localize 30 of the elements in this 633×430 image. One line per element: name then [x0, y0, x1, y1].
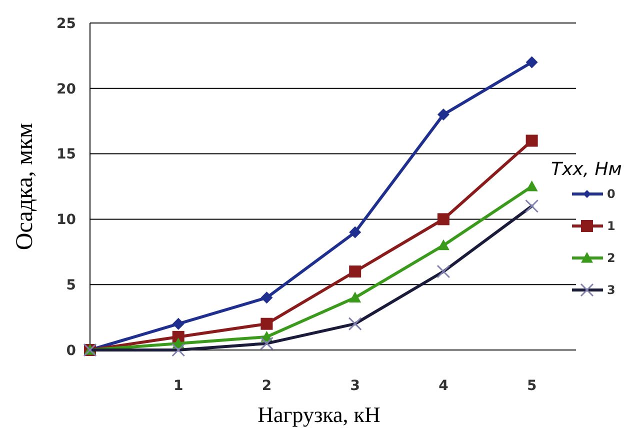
- y-tick-label: 5: [66, 278, 76, 294]
- point: [437, 239, 450, 250]
- x-axis-title: Нагрузка, кН: [258, 402, 380, 427]
- legend-label: 2: [607, 251, 616, 266]
- point: [260, 318, 273, 330]
- x-tick-label: 3: [350, 378, 360, 394]
- legend-title: Тхх, Нм: [551, 159, 622, 180]
- y-tick-label: 15: [56, 146, 76, 163]
- legend-label: 0: [607, 187, 616, 202]
- x-tick-label: 1: [173, 378, 184, 394]
- point: [526, 134, 538, 147]
- y-axis-title: Осадка, мкм: [12, 122, 38, 250]
- point: [349, 292, 362, 302]
- y-tick-label: 20: [56, 81, 76, 98]
- point: [260, 292, 273, 304]
- point: [349, 266, 362, 278]
- point: [437, 108, 450, 121]
- point: [526, 56, 538, 68]
- point: [526, 180, 538, 192]
- legend-label: 3: [607, 283, 616, 298]
- legend-label: 1: [607, 219, 616, 234]
- point: [172, 318, 184, 330]
- point: [437, 213, 450, 226]
- y-tick-label: 0: [66, 342, 76, 359]
- y-tick-label: 10: [56, 212, 76, 228]
- y-tick-label: 25: [56, 16, 76, 32]
- x-tick-label: 2: [262, 378, 272, 394]
- x-tick-label: 5: [526, 378, 537, 394]
- x-tick-label: 4: [438, 378, 449, 394]
- point: [349, 226, 362, 238]
